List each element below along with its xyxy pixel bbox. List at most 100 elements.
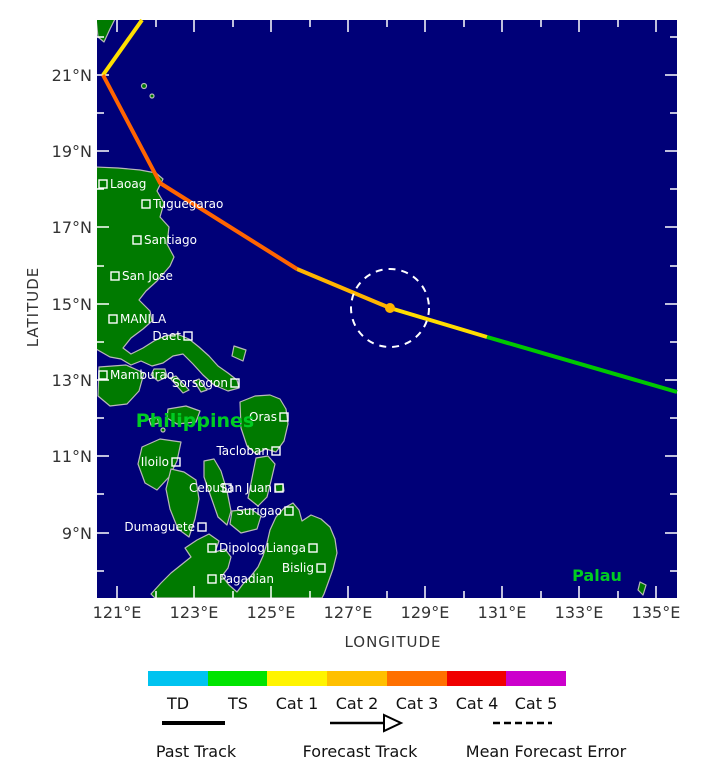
land-bohol [229, 508, 262, 534]
city-square-san-juan [274, 483, 284, 493]
lat-tick-label: 15°N [52, 295, 92, 314]
lat-tick-label: 9°N [62, 524, 92, 543]
track-segment-cat-1 [389, 306, 488, 339]
lon-tick-label: 123°E [170, 603, 219, 622]
lon-tick-label: 133°E [555, 603, 604, 622]
land-romblon-islet [148, 416, 160, 426]
forecast-track-caption: Forecast Track [302, 742, 418, 759]
city-square-dipolog [207, 543, 217, 553]
city-label-surigao: Surigao [236, 504, 282, 518]
axis-tick-labels: 21°N 19°N 17°N 15°N 13°N 11°N 9°N 121°E 123°E 125… [52, 66, 681, 622]
landmasses [97, 20, 647, 598]
lat-tick-label: 13°N [52, 371, 92, 390]
lon-tick-label: 131°E [478, 603, 527, 622]
region-labels: Philippines Palau [136, 410, 622, 585]
map-canvas: Laoag Tuguegarao Santiago San Jose MANILA Dae… [24, 18, 681, 651]
land-islet [160, 427, 166, 433]
colorbar-swatch-cat-5 [506, 671, 567, 686]
city-label-san-jose: San Jose [122, 269, 173, 283]
city-label-tacloban: Tacloban [215, 444, 269, 458]
category-label-cat-2: Cat 2 [335, 694, 379, 713]
land-burias [169, 375, 190, 394]
track-segment-cat-3 [101, 74, 299, 271]
land-cebu-island [203, 458, 232, 526]
city-label-dipolog: Dipolog [219, 541, 265, 555]
city-label-daet: Daet [152, 329, 181, 343]
city-square-tacloban [271, 446, 281, 456]
lon-tick-label: 135°E [632, 603, 681, 622]
category-label-cat-5: Cat 5 [514, 694, 558, 713]
city-square-tuguegarao [141, 199, 151, 209]
lat-tick-label: 21°N [52, 66, 92, 85]
category-label-cat-1: Cat 1 [275, 694, 319, 713]
y-axis-title: LATITUDE [24, 267, 42, 348]
lon-tick-label: 125°E [247, 603, 296, 622]
region-label-philippines: Philippines [136, 410, 254, 432]
category-label-cat-4: Cat 4 [455, 694, 499, 713]
lat-tick-label: 19°N [52, 142, 92, 161]
land-babuyan-islet [140, 82, 148, 90]
city-label-bislig: Bislig [282, 561, 314, 575]
storm-track [101, 18, 678, 394]
intensity-colorbar [148, 671, 567, 686]
land-masbate [166, 405, 201, 425]
city-square-pagadian [207, 574, 217, 584]
city-label-iloilo: Iloilo [141, 455, 169, 469]
past-track-caption: Past Track [155, 742, 237, 759]
city-square-sorsogon [230, 378, 240, 388]
lat-tick-label: 17°N [52, 218, 92, 237]
city-label-oras: Oras [249, 410, 277, 424]
city-label-san-juan: San Juan [220, 481, 273, 495]
lon-tick-label: 127°E [324, 603, 373, 622]
city-square-mamburao [98, 370, 108, 380]
city-label-mamburao: Mamburao [110, 368, 174, 382]
city-square-surigao [284, 506, 294, 516]
colorbar-swatch-cat-1 [267, 671, 328, 686]
city-markers: Laoag Tuguegarao Santiago San Jose MANILA Dae… [98, 177, 326, 586]
lon-tick-label: 129°E [401, 603, 450, 622]
land-marinduque [150, 368, 168, 382]
city-square-iloilo [171, 457, 181, 467]
colorbar-swatch-td [148, 671, 208, 686]
lon-tick-label: 121°E [93, 603, 142, 622]
lat-tick-label: 11°N [52, 447, 92, 466]
storm-position-marker [385, 303, 395, 313]
city-square-bislig [316, 563, 326, 573]
colorbar-swatch-cat-3 [386, 671, 447, 686]
track-segment-ts [486, 335, 678, 394]
track-segment-cat-1 [101, 18, 144, 77]
x-axis-title: LONGITUDE [344, 633, 441, 651]
city-label-cebu: Cebu [189, 481, 220, 495]
land-leyte [247, 455, 276, 507]
land-samar [239, 394, 289, 455]
city-label-dumaguete: Dumaguete [124, 520, 195, 534]
city-square-oras [279, 412, 289, 422]
category-label-cat-3: Cat 3 [395, 694, 439, 713]
city-label-pagadian: Pagadian [219, 572, 274, 586]
track-segment-cat-2 [296, 267, 391, 310]
city-square-daet [183, 331, 193, 341]
city-label-laoag: Laoag [110, 177, 146, 191]
city-label-sorsogon: Sorsogon [172, 376, 228, 390]
land-luzon [97, 166, 240, 392]
city-square-laoag [98, 179, 108, 189]
city-label-tuguegarao: Tuguegarao [152, 197, 223, 211]
city-label-manila: MANILA [120, 312, 167, 326]
city-square-dumaguete [197, 522, 207, 532]
forecast-error-circle [350, 268, 430, 348]
colorbar-swatch-cat-4 [446, 671, 507, 686]
land-palau-islet [637, 581, 647, 596]
city-label-santiago: Santiago [144, 233, 197, 247]
land-negros [165, 468, 200, 538]
mean-forecast-error-caption: Mean Forecast Error [465, 742, 627, 759]
city-square-san-jose [110, 271, 120, 281]
colorbar-swatch-ts [207, 671, 268, 686]
category-label-td: TD [166, 694, 190, 713]
land-babuyan-islet [149, 93, 155, 99]
category-label-ts: TS [228, 694, 248, 713]
land-mindoro [97, 364, 145, 407]
city-square-santiago [132, 235, 142, 245]
colorbar-swatch-cat-2 [327, 671, 387, 686]
city-square-lianga [308, 543, 318, 553]
